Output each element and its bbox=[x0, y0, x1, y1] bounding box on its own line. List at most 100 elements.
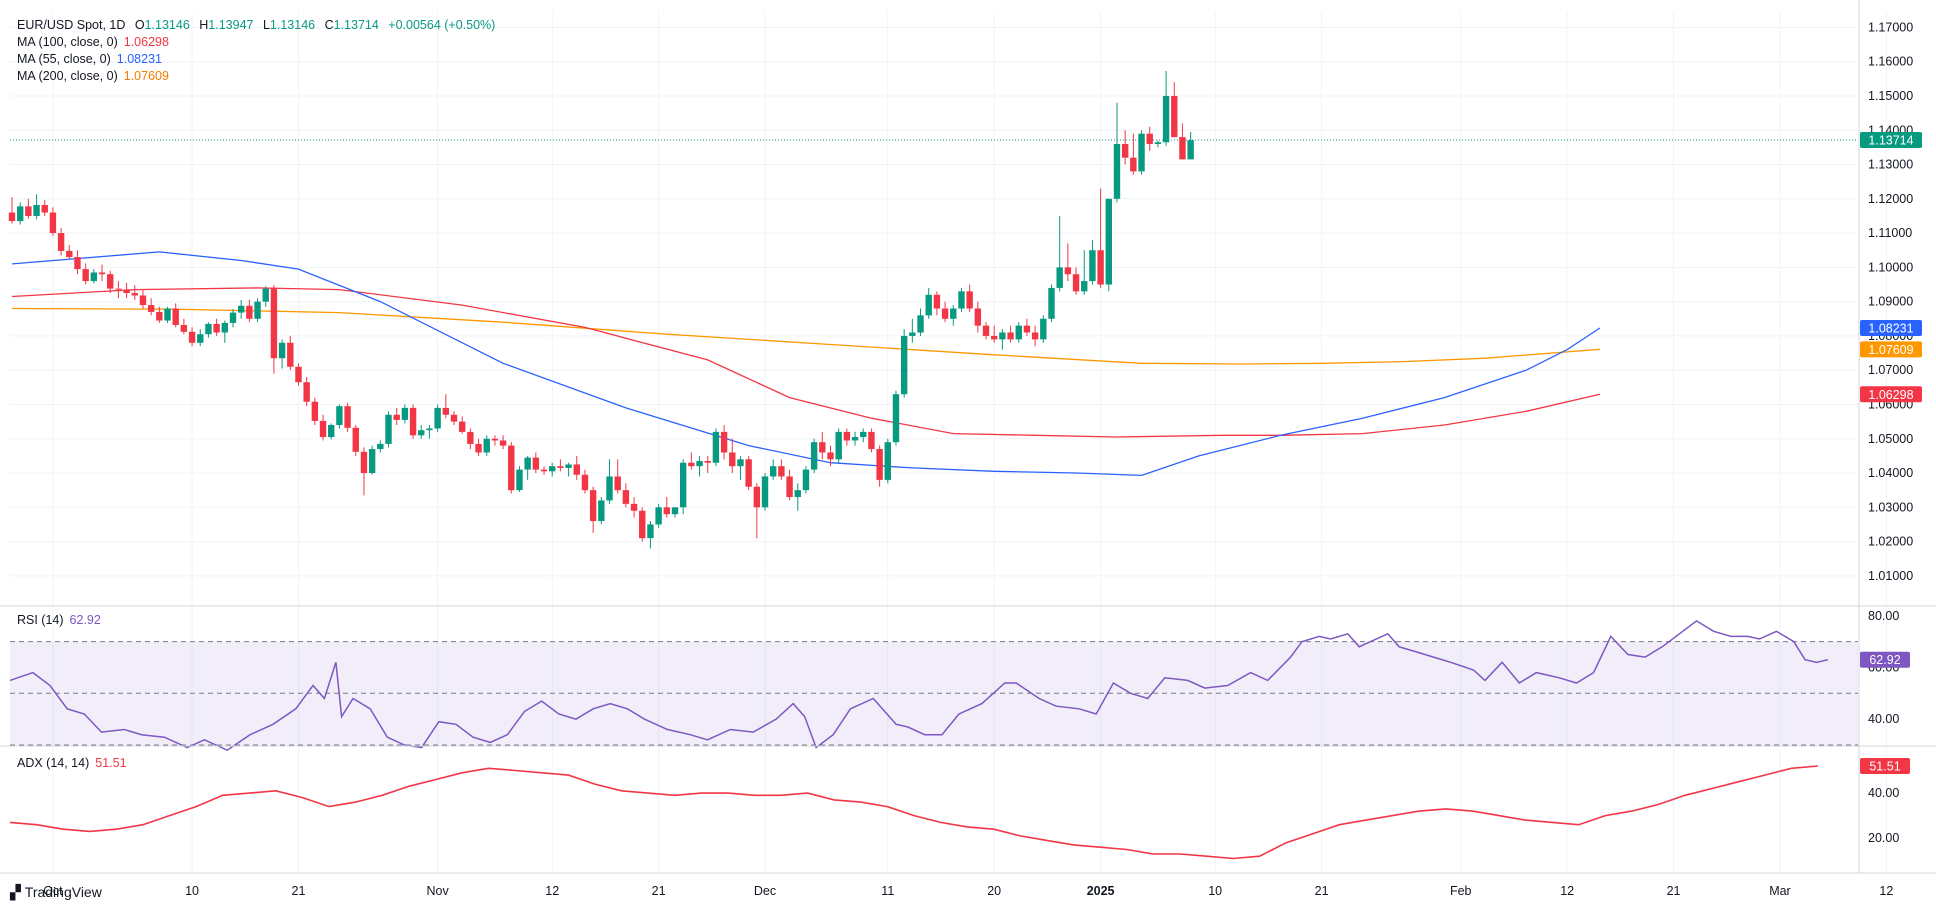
candle-body bbox=[827, 452, 834, 460]
candle bbox=[450, 411, 458, 426]
candle bbox=[557, 459, 564, 472]
moving-averages bbox=[10, 139, 1858, 477]
candle bbox=[8, 197, 16, 224]
price-tick-label: 1.01000 bbox=[1868, 569, 1913, 583]
time-tick-label: Dec bbox=[754, 884, 776, 898]
candle bbox=[868, 428, 875, 453]
candle bbox=[74, 250, 81, 275]
candle bbox=[1072, 267, 1080, 295]
candle bbox=[41, 200, 48, 216]
candle bbox=[229, 309, 237, 328]
candle bbox=[999, 329, 1006, 350]
candle bbox=[360, 447, 368, 496]
candle bbox=[1146, 126, 1153, 151]
high-value: 1.13947 bbox=[208, 18, 254, 32]
rsi-value: 62.92 bbox=[69, 613, 101, 627]
candle bbox=[475, 438, 482, 456]
rsi-value-badge: 62.92 bbox=[1860, 651, 1910, 668]
candle bbox=[295, 363, 302, 386]
candle-body bbox=[483, 438, 490, 453]
candle-body bbox=[630, 503, 638, 511]
candle-body bbox=[589, 490, 597, 522]
candle bbox=[786, 469, 793, 501]
time-tick-label: 10 bbox=[1208, 884, 1222, 898]
candle bbox=[630, 497, 638, 518]
candle-body bbox=[344, 406, 351, 428]
candle bbox=[66, 245, 73, 259]
candle-body bbox=[770, 466, 777, 477]
candle bbox=[532, 452, 540, 474]
candle bbox=[655, 503, 662, 528]
adx-badge-bg bbox=[1860, 758, 1910, 775]
time-tick-label: 21 bbox=[1667, 884, 1681, 898]
candle bbox=[974, 301, 982, 333]
candle-body bbox=[180, 324, 188, 332]
candle bbox=[917, 308, 924, 336]
candle-body bbox=[1031, 332, 1039, 340]
candle-body bbox=[876, 449, 883, 480]
candle-body bbox=[982, 325, 990, 336]
time-tick-label: Feb bbox=[1450, 884, 1472, 898]
candle bbox=[1089, 239, 1096, 285]
time-tick-label: 12 bbox=[1560, 884, 1574, 898]
candle-body bbox=[614, 476, 621, 491]
ma100-line bbox=[11, 287, 1601, 438]
candle-body bbox=[671, 507, 679, 515]
candle-body bbox=[74, 257, 81, 270]
candle-body bbox=[516, 469, 523, 491]
candle bbox=[589, 486, 597, 534]
last-price-badge-text: 1.13714 bbox=[1868, 134, 1913, 148]
candle bbox=[950, 305, 957, 326]
candle bbox=[835, 428, 842, 463]
price-tick-label: 1.09000 bbox=[1868, 295, 1913, 309]
candles[interactable] bbox=[8, 70, 1194, 549]
candle bbox=[745, 455, 752, 491]
candle-body bbox=[941, 308, 949, 319]
adx-panel: 20.00 40.00 51.51 bbox=[9, 758, 1910, 860]
ma55-label: MA (55, close, 0) bbox=[17, 52, 111, 66]
candle-body bbox=[557, 466, 564, 468]
candle bbox=[1187, 131, 1194, 160]
candle-body bbox=[434, 407, 441, 429]
candle bbox=[909, 318, 916, 343]
time-tick-label: 2025 bbox=[1087, 884, 1115, 898]
candle bbox=[98, 264, 106, 282]
candle bbox=[810, 438, 818, 474]
price-tick-label: 1.15000 bbox=[1868, 89, 1913, 103]
candle bbox=[958, 287, 965, 312]
tradingview-logo[interactable]: ▞ TradingView bbox=[10, 884, 102, 901]
candle bbox=[278, 339, 286, 369]
candle-body bbox=[1130, 157, 1137, 172]
candle-body bbox=[164, 308, 171, 321]
candle bbox=[1179, 123, 1186, 160]
candle bbox=[33, 194, 40, 220]
candle-body bbox=[1081, 281, 1088, 292]
candle bbox=[966, 284, 973, 312]
candle bbox=[221, 320, 229, 343]
candle-body bbox=[508, 445, 515, 491]
open-label: O bbox=[134, 18, 145, 32]
candle-body bbox=[475, 443, 482, 453]
candle-body bbox=[254, 301, 261, 319]
rsi-legend: RSI (14) 62.92 bbox=[17, 612, 107, 629]
candle-body bbox=[655, 507, 662, 525]
price-axis: 1.010001.020001.030001.040001.050001.060… bbox=[1860, 20, 1922, 583]
candle-body bbox=[753, 486, 761, 508]
time-tick-label: 21 bbox=[292, 884, 306, 898]
candle-body bbox=[328, 425, 335, 438]
candle-body bbox=[156, 311, 163, 321]
ma-badge-1-bg bbox=[1860, 341, 1922, 358]
candle-body bbox=[737, 459, 744, 467]
time-tick-label: Nov bbox=[427, 884, 450, 898]
ma-badge-0-text: 1.08231 bbox=[1868, 322, 1913, 336]
candle bbox=[1007, 325, 1014, 343]
time-tick-label: 10 bbox=[185, 884, 199, 898]
price-tick-label: 1.12000 bbox=[1868, 192, 1913, 206]
adx-tick-label: 40.00 bbox=[1868, 786, 1899, 800]
ma-badge-2-text: 1.06298 bbox=[1868, 388, 1913, 402]
candle bbox=[802, 466, 810, 494]
candle-body bbox=[270, 288, 278, 359]
candle-body bbox=[499, 440, 507, 446]
